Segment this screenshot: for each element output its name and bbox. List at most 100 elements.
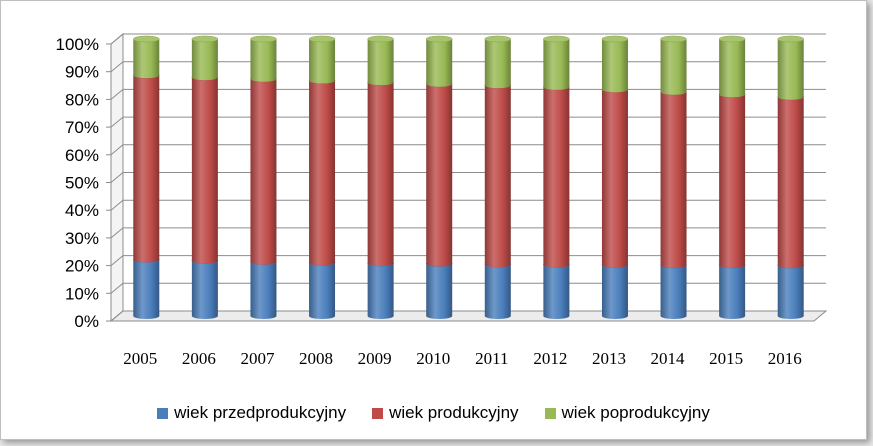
bar-body (133, 39, 160, 79)
bar-body (543, 86, 570, 268)
bar-body (133, 75, 160, 263)
legend: wiek przedprodukcyjny wiek produkcyjny w… (1, 403, 866, 423)
y-tick-label: 70% (65, 118, 99, 137)
x-tick-label: 2008 (299, 349, 333, 368)
bar-body (250, 78, 277, 265)
gridline (110, 227, 826, 239)
bar-segment (543, 83, 570, 268)
legend-swatch-poprodukcyjny (544, 407, 556, 419)
legend-item-przedprodukcyjny: wiek przedprodukcyjny (157, 403, 346, 423)
bar-segment (191, 73, 219, 264)
bar-segment (308, 77, 336, 266)
bar-body (660, 91, 687, 269)
gridline (110, 255, 826, 266)
gridline (110, 144, 826, 156)
bar-segment (133, 72, 160, 263)
x-tick-label: 2005 (123, 349, 157, 368)
bar-body (191, 39, 218, 81)
bar-segment (250, 75, 277, 265)
bar-body (543, 264, 570, 319)
bar-segment (308, 259, 336, 319)
bar-segment (425, 35, 453, 87)
bar-segment (543, 35, 570, 90)
bar-body (309, 262, 336, 319)
gridline (110, 33, 826, 45)
x-tick-label: 2016 (768, 349, 802, 368)
gridline (110, 282, 826, 294)
bar-body (367, 263, 394, 319)
bar-segment (250, 35, 277, 82)
bar-segment (191, 35, 219, 81)
gridline (110, 172, 826, 183)
y-tick-label: 30% (65, 229, 99, 248)
bar-cap (250, 35, 277, 43)
bar-cap (484, 35, 512, 43)
bar-body (191, 77, 218, 264)
bar-segment (660, 88, 687, 269)
gridline (110, 310, 826, 322)
gridline (110, 61, 826, 73)
y-tick-label: 90% (65, 63, 99, 82)
bar-cap (601, 35, 629, 43)
bar-body (777, 265, 804, 319)
bar-cap (367, 35, 394, 43)
y-tick-label: 60% (65, 146, 99, 165)
x-tick-label: 2006 (182, 349, 216, 368)
floor (109, 310, 828, 322)
bar-cap (777, 35, 804, 43)
bar-segment (601, 35, 629, 93)
x-tick-label: 2010 (416, 349, 450, 368)
bar-body (426, 263, 453, 319)
x-tick-label: 2007 (240, 349, 275, 368)
bar-segment (367, 78, 394, 267)
bar-segment (133, 256, 160, 319)
y-tick-label: 10% (65, 284, 99, 303)
gridline (110, 88, 826, 100)
bar-body (133, 259, 160, 319)
bar-segment (543, 261, 570, 319)
x-tick-label: 2009 (358, 349, 392, 368)
x-tick-label: 2012 (533, 349, 567, 368)
bar-segment (718, 35, 746, 98)
bar-segment (367, 259, 394, 319)
bar-body (719, 94, 746, 269)
bar-body (426, 39, 453, 87)
bar-body (543, 39, 570, 90)
legend-item-poprodukcyjny: wiek poprodukcyjny (544, 403, 710, 423)
bar-segment (777, 35, 804, 100)
bar-body (367, 39, 394, 86)
legend-label-poprodukcyjny: wiek poprodukcyjny (561, 403, 710, 422)
bar-segment (250, 258, 277, 320)
chart-frame: 0% 10% 20% 30% 40% 50% 60% 70% 80% 90% 100% 2005 20… (0, 0, 867, 440)
bar-body (309, 80, 336, 266)
bar-segment (425, 260, 453, 319)
bar-body (660, 39, 687, 95)
bar-body (601, 39, 628, 93)
y-tick-label: 80% (65, 90, 99, 109)
bar-body (426, 83, 453, 267)
x-tick-label: 2013 (592, 349, 626, 368)
bar-cap (308, 35, 336, 43)
bar-segment (718, 91, 746, 269)
bar-body (484, 39, 511, 89)
chart-walls (109, 32, 828, 323)
bar-body (309, 39, 336, 84)
gridline (110, 116, 826, 128)
y-tick-label: 40% (65, 201, 99, 220)
bar-segment (425, 80, 453, 267)
bar-segment (777, 93, 804, 269)
bar-segment (133, 35, 160, 79)
y-tick-label: 100% (56, 35, 99, 54)
bar-segment (308, 35, 336, 84)
x-axis-ticks: 2005 2006 2007 2008 2009 2010 2011 2012 2013 2014… (123, 349, 801, 368)
x-tick-label: 2015 (709, 349, 743, 368)
bar-segment (484, 35, 512, 89)
legend-label-produkcyjny: wiek produkcyjny (389, 403, 519, 422)
bar-cap (543, 35, 570, 43)
bar-body (250, 261, 277, 320)
bar-body (601, 264, 628, 319)
stacked-bar-chart: 0%10%20%30%40%50%60%70%80%90%100% 2005 20… (56, 32, 828, 368)
legend-label-przedprodukcyjny: wiek przedprodukcyjny (174, 403, 347, 422)
bar-body (250, 39, 277, 82)
legend-swatch-produkcyjny (372, 407, 384, 419)
